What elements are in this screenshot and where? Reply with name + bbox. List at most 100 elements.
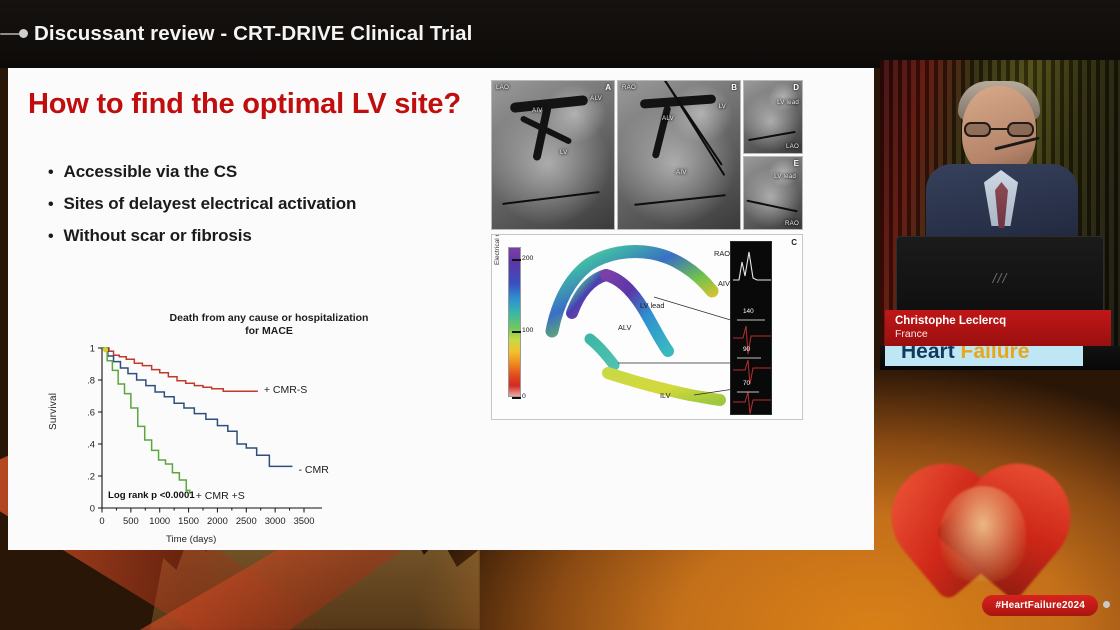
glasses-lens-right	[1007, 122, 1034, 137]
angio-label-lv-lead: LV lead	[774, 173, 796, 180]
x-tick-label: 3000	[265, 515, 286, 526]
angio-label-aiv: LV	[718, 103, 726, 110]
x-tick-label: 3500	[294, 515, 315, 526]
speaker-head	[962, 86, 1036, 176]
ecg-trace	[733, 251, 771, 281]
map-vessel-tracts	[545, 245, 734, 406]
bullet-dot-icon: •	[48, 228, 54, 245]
angio-shading	[744, 157, 802, 229]
marker-line	[0, 33, 26, 35]
angiography-row: LAO ALV AIV LV A RAO LV	[491, 80, 803, 230]
slide-content: How to find the optimal LV site? • Acces…	[8, 68, 874, 550]
electroanatomic-map-panel: Electrical delay (ms) 200 100 0 RAO AIV …	[491, 234, 803, 420]
angio-label-aiv: AIV	[532, 107, 543, 114]
chart-plot-area: 0 .2 .4 .6 .8 1 0 500 1000 1500 2000 2500 3000 3500	[87, 342, 322, 526]
angio-shading	[744, 81, 802, 153]
tract-aiv	[545, 245, 719, 338]
censor-marker	[102, 347, 109, 353]
hashtag-dot-icon	[1103, 601, 1110, 608]
panel-letter-d: D	[793, 83, 799, 92]
angio-label-alv: ALV	[590, 95, 602, 102]
angio-view-label: RAO	[784, 220, 799, 227]
speaker-figure	[926, 81, 1078, 264]
egm-trace-1	[733, 325, 771, 355]
angio-label-alv: ALV	[662, 115, 674, 122]
series-line-0	[102, 347, 258, 392]
series-label-cmr-plus-s: + CMR +S	[195, 490, 245, 502]
figure-panel: LAO ALV AIV LV A RAO LV	[491, 80, 803, 480]
angio-label-lv-lead: LV lead	[777, 99, 799, 106]
series-line-2	[102, 347, 191, 494]
x-tick-label: 2000	[207, 515, 228, 526]
list-item: • Without scar or fibrosis	[48, 226, 468, 246]
hf-logo-word1: Heart	[901, 346, 955, 363]
ecg-egm-strip: 140 90 70 ECG EGM EGM EGM	[730, 241, 772, 415]
list-item: • Accessible via the CS	[48, 162, 468, 182]
x-tick-label: 0	[99, 515, 104, 526]
map-label-aiv: AIV	[718, 279, 730, 288]
monitor-brand-logo: ///	[992, 270, 1008, 287]
chart-title: Death from any cause or hospitalization …	[169, 312, 369, 338]
heart-inner-glow	[940, 486, 1026, 582]
slide-bullet-list: • Accessible via the CS • Sites of delay…	[48, 162, 468, 258]
colorbar-tick-200: 200	[511, 255, 534, 262]
series-line-1	[102, 347, 293, 468]
speaker-nameplate: Christophe Leclercq France	[885, 310, 1111, 346]
ecg-waveforms	[733, 251, 771, 414]
slide-panel[interactable]: How to find the optimal LV site? • Acces…	[8, 68, 874, 550]
bullet-dot-icon: •	[48, 164, 54, 181]
y-tick-label: 1	[90, 342, 95, 353]
map-label-alv: ALV	[618, 323, 632, 332]
glasses-icon	[964, 122, 1034, 138]
map-connector-0	[653, 296, 734, 322]
heart-failure-logo: Heart Failure	[885, 346, 1083, 366]
y-tick-label: 0	[90, 502, 95, 513]
chart-annotation: Log rank p <0.0001	[108, 490, 195, 501]
hf-logo-word2: Failure	[960, 346, 1030, 363]
slide-title: How to find the optimal LV site?	[28, 88, 461, 120]
marker-dot	[19, 29, 28, 38]
panel-letter-e: E	[793, 159, 799, 168]
glasses-bridge	[991, 128, 1007, 130]
egm-value-140: 140	[743, 308, 754, 315]
angio-panel-a: LAO ALV AIV LV A	[491, 80, 615, 230]
x-tick-label: 500	[123, 515, 139, 526]
egm-trace-2	[733, 359, 771, 385]
panel-letter-b: B	[731, 83, 737, 92]
kaplan-meier-chart: Death from any cause or hospitalization …	[48, 312, 386, 550]
angio-label-lv: LV	[560, 149, 568, 156]
angio-panel-d: LV lead LAO D	[743, 80, 803, 154]
chart-x-axis-label: Time (days)	[166, 534, 217, 545]
series-label-minus-cmr: - CMR	[298, 464, 329, 476]
angio-column-de: LV lead LAO D LV lead RAO E	[743, 80, 803, 230]
angio-label-lv: AIV	[676, 169, 687, 176]
egm-value-70: 70	[743, 380, 751, 387]
bullet-text: Accessible via the CS	[63, 162, 238, 181]
panel-letter-c: C	[791, 238, 797, 247]
y-tick-label: .2	[87, 470, 95, 481]
bullet-text: Without scar or fibrosis	[63, 226, 252, 245]
hf-logo-text: Heart Failure	[901, 346, 1029, 364]
angio-view-label: LAO	[496, 84, 509, 91]
x-tick-label: 1000	[149, 515, 170, 526]
colorbar-axis-label: Electrical delay (ms)	[494, 234, 501, 265]
angio-view-label: RAO	[622, 84, 637, 91]
colorbar-tick-100: 100	[511, 327, 534, 334]
speaker-country: France	[895, 328, 928, 341]
series-label-cmr-s: + CMR-S	[263, 384, 308, 396]
bullet-dot-icon: •	[48, 196, 54, 213]
y-tick-label: .4	[87, 438, 95, 449]
speaker-tie	[995, 182, 1008, 228]
title-bar: Discussant review - CRT-DRIVE Clinical T…	[0, 0, 1120, 68]
x-tick-label: 1500	[178, 515, 199, 526]
angio-panel-b: RAO LV ALV AIV B	[617, 80, 741, 230]
panel-letter-a: A	[605, 83, 611, 92]
electrical-delay-colorbar	[508, 247, 521, 397]
session-marker-icon	[0, 27, 34, 41]
angio-view-label: LAO	[786, 143, 799, 150]
angio-panel-e: LV lead RAO E	[743, 156, 803, 230]
hashtag-badge: #HeartFailure2024	[982, 595, 1098, 616]
heart-logo-graphic	[869, 441, 1093, 603]
speaker-name: Christophe Leclercq	[895, 315, 1007, 327]
